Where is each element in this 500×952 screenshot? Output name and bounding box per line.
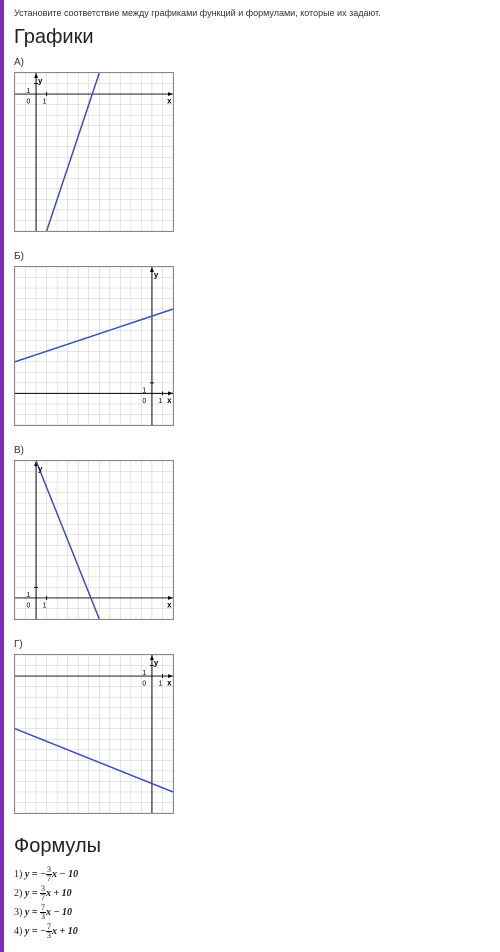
graph-a: y x 1 0 1 (14, 72, 174, 232)
label-g: Г) (14, 639, 490, 650)
svg-text:0: 0 (27, 602, 31, 609)
svg-text:y: y (154, 271, 159, 280)
formula-4: 4) y = −73x + 10 (14, 923, 490, 940)
svg-text:y: y (38, 77, 43, 86)
content-area: Установите соответствие между графиками … (4, 0, 500, 952)
task-text: Установите соответствие между графиками … (14, 8, 490, 18)
formula-3: 3) y = 73x − 10 (14, 904, 490, 921)
svg-text:1: 1 (27, 88, 31, 95)
formula-1: 1) y = −37x − 10 (14, 866, 490, 883)
svg-text:0: 0 (142, 681, 146, 688)
svg-text:1: 1 (142, 670, 146, 677)
svg-text:1: 1 (159, 681, 163, 688)
svg-text:1: 1 (43, 99, 47, 106)
graph-v: y x 1 0 1 (14, 460, 174, 620)
svg-text:1: 1 (142, 387, 146, 394)
svg-text:0: 0 (27, 99, 31, 106)
formula-list: 1) y = −37x − 10 2) y = 37x + 10 3) y = 73… (14, 866, 490, 940)
graph-g: yx101 (14, 654, 174, 814)
formulas-heading: Формулы (14, 835, 490, 858)
label-v: В) (14, 445, 490, 456)
label-a: А) (14, 57, 490, 68)
svg-text:x: x (167, 396, 172, 405)
svg-text:1: 1 (27, 592, 31, 599)
formula-2: 2) y = 37x + 10 (14, 885, 490, 902)
svg-text:x: x (167, 600, 172, 609)
svg-text:x: x (167, 97, 172, 106)
graph-b: yx101 (14, 266, 174, 426)
svg-text:1: 1 (43, 602, 47, 609)
label-b: Б) (14, 251, 490, 262)
svg-text:y: y (38, 465, 43, 474)
graphs-heading: Графики (14, 26, 490, 49)
svg-text:0: 0 (142, 398, 146, 405)
svg-text:x: x (167, 679, 172, 688)
svg-text:1: 1 (159, 398, 163, 405)
svg-text:y: y (154, 659, 159, 668)
